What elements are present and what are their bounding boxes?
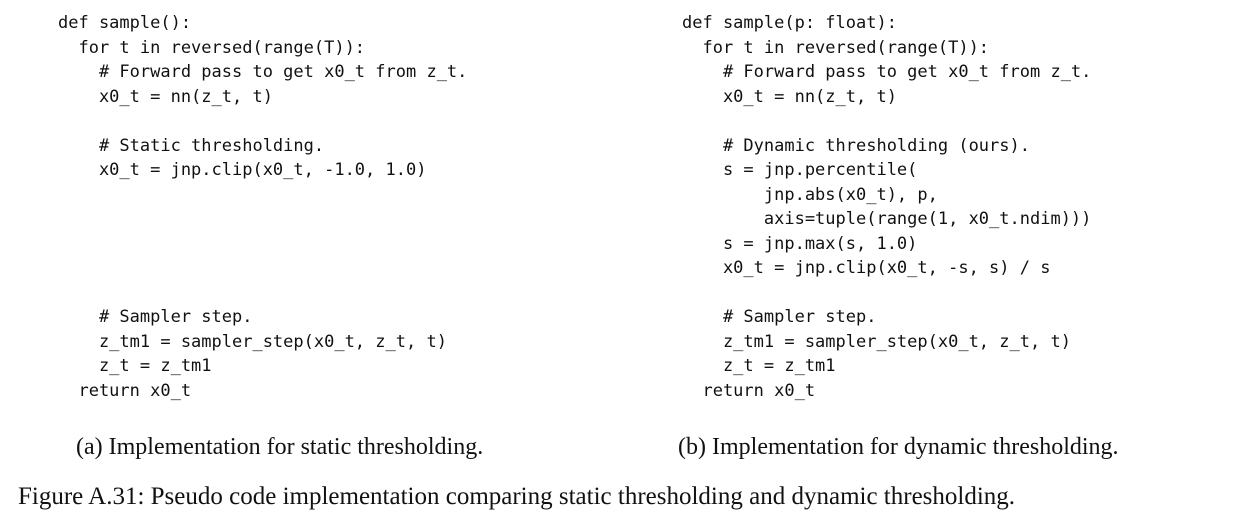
code-line bbox=[58, 109, 467, 134]
code-line: for t in reversed(range(T)): bbox=[58, 37, 366, 58]
code-line: # Dynamic thresholding (ours). bbox=[682, 135, 1030, 156]
code-line: # Static thresholding. bbox=[58, 135, 325, 156]
code-line bbox=[58, 183, 467, 208]
code-line: # Sampler step. bbox=[58, 307, 253, 327]
code-line: s = jnp.percentile( bbox=[682, 160, 918, 180]
code-line: x0_t = jnp.clip(x0_t, -s, s) / s bbox=[682, 258, 1051, 278]
subfigure-caption-a: (a) Implementation for static thresholdi… bbox=[76, 434, 484, 460]
code-line: axis=tuple(range(1, x0_t.ndim))) bbox=[682, 209, 1092, 229]
code-line bbox=[682, 109, 1091, 134]
code-line: x0_t = nn(z_t, t) bbox=[58, 86, 273, 107]
code-line: s = jnp.max(s, 1.0) bbox=[682, 233, 918, 254]
code-line: def sample(): bbox=[58, 13, 192, 33]
code-line: # Forward pass to get x0_t from z_t. bbox=[58, 62, 468, 82]
code-line bbox=[58, 256, 467, 281]
code-line: x0_t = nn(z_t, t) bbox=[682, 86, 897, 107]
code-line: z_tm1 = sampler_step(x0_t, z_t, t) bbox=[58, 331, 447, 352]
dynamic-thresholding-code: def sample(p: float): for t in reversed(… bbox=[682, 11, 1091, 403]
code-line bbox=[682, 281, 1091, 306]
static-thresholding-code: def sample(): for t in reversed(range(T)… bbox=[58, 11, 467, 403]
figure-caption: Figure A.31: Pseudo code implementation … bbox=[18, 483, 1016, 510]
code-line: jnp.abs(x0_t), p, bbox=[682, 184, 938, 205]
code-line: x0_t = jnp.clip(x0_t, -1.0, 1.0) bbox=[58, 160, 427, 180]
code-line: z_t = z_tm1 bbox=[58, 356, 212, 376]
code-line: def sample(p: float): bbox=[682, 13, 897, 33]
code-line bbox=[58, 207, 467, 232]
code-line: return x0_t bbox=[682, 380, 816, 401]
subfigure-caption-b: (b) Implementation for dynamic threshold… bbox=[678, 434, 1119, 460]
code-line: return x0_t bbox=[58, 380, 192, 401]
code-line: z_tm1 = sampler_step(x0_t, z_t, t) bbox=[682, 331, 1071, 352]
code-line: for t in reversed(range(T)): bbox=[682, 37, 990, 58]
code-line: z_t = z_tm1 bbox=[682, 356, 836, 376]
code-line: # Forward pass to get x0_t from z_t. bbox=[682, 62, 1092, 82]
code-line bbox=[58, 232, 467, 257]
code-line: # Sampler step. bbox=[682, 307, 877, 327]
code-line bbox=[58, 281, 467, 306]
